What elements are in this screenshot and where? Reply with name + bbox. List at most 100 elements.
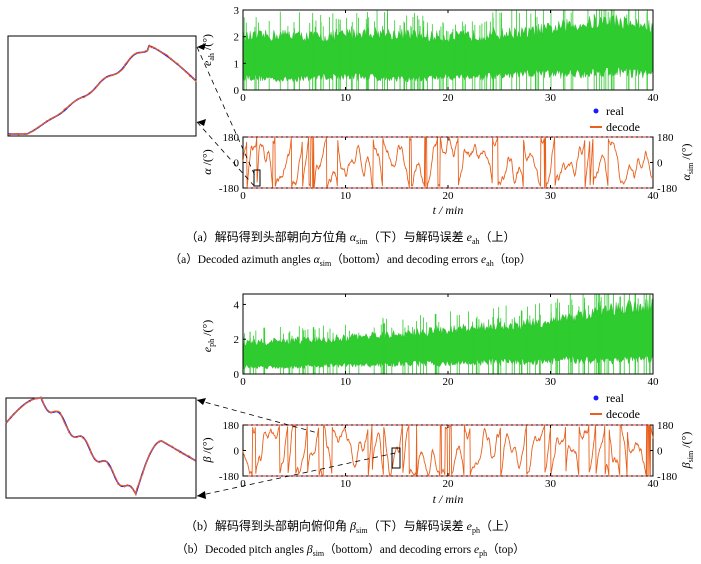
caption-b-cn: （b）解码得到头部朝向俯仰角 βsim（下）与解码误差 eph（上） bbox=[0, 517, 701, 535]
decode-line-beta bbox=[242, 423, 654, 477]
x-tick-label: 0 bbox=[240, 92, 246, 104]
legend-decode-label: decode bbox=[606, 407, 640, 421]
x-tick-label: 10 bbox=[340, 190, 352, 202]
y-tick-label: 0 bbox=[234, 446, 240, 458]
caption-subscript: ah bbox=[471, 237, 480, 246]
legend-decode-label: decode bbox=[606, 120, 640, 134]
y-tick-label-right: 0 bbox=[657, 158, 663, 170]
x-tick-label: 30 bbox=[545, 92, 557, 104]
caption-text: （bottom）and decoding errors bbox=[324, 544, 474, 556]
caption-symbol: α bbox=[349, 230, 357, 244]
y-tick-label: 1 bbox=[234, 58, 240, 70]
y-tick-label: -180 bbox=[219, 183, 240, 195]
error-spikes-ah bbox=[243, 10, 648, 90]
y-axis-label-right: βsim /(°) bbox=[679, 432, 695, 470]
y-tick-label: 180 bbox=[223, 132, 240, 144]
x-tick-label: 20 bbox=[443, 92, 455, 104]
x-tick-label: 20 bbox=[443, 376, 455, 388]
caption-symbol: β bbox=[350, 519, 357, 533]
caption-text: （top） bbox=[487, 544, 525, 556]
y-axis-label: β /(°) bbox=[200, 437, 214, 463]
caption-symbol: e bbox=[481, 254, 487, 266]
caption-symbol: e bbox=[466, 519, 472, 533]
inset-decode-line bbox=[5, 396, 196, 497]
zoom-connector bbox=[196, 399, 319, 434]
zoom-region bbox=[253, 169, 261, 187]
caption-text: （下）与解码误差 bbox=[367, 519, 467, 533]
legend: real decode bbox=[590, 391, 640, 421]
caption-text: （上） bbox=[479, 519, 516, 533]
x-tick-label: 40 bbox=[648, 478, 660, 490]
zoom-connector bbox=[196, 451, 401, 497]
x-tick-label: 40 bbox=[648, 190, 660, 202]
error-spikes-ph bbox=[242, 294, 651, 374]
inset-frame bbox=[7, 35, 197, 137]
inset-frame bbox=[5, 397, 197, 499]
zoom-inset-a bbox=[7, 35, 261, 189]
x-axis-label: t / min bbox=[433, 203, 464, 217]
x-axis-label: t / min bbox=[433, 492, 464, 506]
legend-real-label: real bbox=[606, 391, 625, 405]
caption-subscript: sim bbox=[312, 549, 325, 558]
caption-text: （a）解码得到头部朝向方位角 bbox=[185, 230, 350, 244]
y-tick-label: 2 bbox=[234, 32, 240, 44]
caption-symbol: e bbox=[473, 544, 480, 556]
y-tick-label: 4 bbox=[234, 299, 240, 311]
y-tick-label: 0 bbox=[234, 158, 240, 170]
inset-decode-line bbox=[8, 44, 197, 136]
arrow-icon bbox=[197, 119, 206, 126]
legend-real-marker bbox=[593, 395, 599, 401]
y-tick-label: 0 bbox=[234, 369, 240, 381]
arrow-icon bbox=[197, 43, 206, 50]
y-axis-label: eph /(°) bbox=[200, 320, 216, 352]
caption-text: （a）Decoded azimuth angles bbox=[169, 254, 314, 266]
legend: real decode bbox=[590, 104, 640, 134]
y-tick-label: -180 bbox=[219, 471, 240, 483]
y-tick-label: 0 bbox=[234, 85, 240, 97]
caption-symbol: β bbox=[306, 544, 313, 556]
caption-text: （b）解码得到头部朝向俯仰角 bbox=[185, 519, 351, 533]
caption-text: （上） bbox=[479, 230, 516, 244]
arrow-icon bbox=[197, 398, 206, 405]
caption-symbol: α bbox=[313, 254, 320, 266]
x-tick-label: 10 bbox=[340, 376, 352, 388]
panel-a-top: 0 10 20 30 40 0 1 2 3 eah /(°) bbox=[200, 5, 659, 104]
y-tick-label-right: 0 bbox=[657, 446, 663, 458]
caption-subscript: ph bbox=[479, 549, 488, 558]
caption-a-cn: （a）解码得到头部朝向方位角 αsim（下）与解码误差 eah（上） bbox=[0, 228, 701, 246]
caption-a-en: （a）Decoded azimuth angles αsim（bottom）an… bbox=[0, 251, 701, 268]
x-tick-label: 20 bbox=[443, 478, 455, 490]
error-area-ph bbox=[242, 298, 654, 370]
decode-line-alpha bbox=[242, 136, 654, 190]
caption-subscript: ph bbox=[471, 526, 480, 535]
zoom-connector bbox=[196, 121, 257, 189]
y-tick-label-right: -180 bbox=[657, 471, 678, 483]
panel-b-top: 0 10 20 30 40 0 2 4 eph /(°) bbox=[200, 293, 660, 388]
y-tick-label-right: 180 bbox=[657, 132, 674, 144]
y-tick-label-right: 180 bbox=[657, 420, 674, 432]
y-axis-label: eah /(°) bbox=[200, 34, 216, 66]
y-tick-label-right: -180 bbox=[657, 183, 678, 195]
x-tick-label: 40 bbox=[648, 92, 660, 104]
x-tick-label: 0 bbox=[240, 190, 246, 202]
zoom-connector bbox=[196, 46, 257, 179]
x-tick-label: 30 bbox=[545, 376, 557, 388]
caption-subscript: sim bbox=[356, 526, 368, 535]
legend-real-label: real bbox=[606, 104, 625, 118]
caption-text: （下）与解码误差 bbox=[367, 230, 467, 244]
y-axis-label-right: αsim /(°) bbox=[679, 143, 695, 180]
x-tick-label: 40 bbox=[648, 376, 660, 388]
caption-subscript: sim bbox=[356, 237, 368, 246]
zoom-inset-b bbox=[5, 396, 401, 499]
arrow-icon bbox=[197, 491, 206, 499]
caption-symbol: e bbox=[466, 230, 472, 244]
zoom-region bbox=[391, 447, 401, 469]
caption-text: （top） bbox=[493, 254, 532, 266]
y-tick-label: 2 bbox=[234, 334, 240, 346]
y-axis-label: α /(°) bbox=[200, 149, 214, 174]
y-tick-label: 180 bbox=[223, 420, 240, 432]
x-tick-label: 10 bbox=[340, 478, 352, 490]
